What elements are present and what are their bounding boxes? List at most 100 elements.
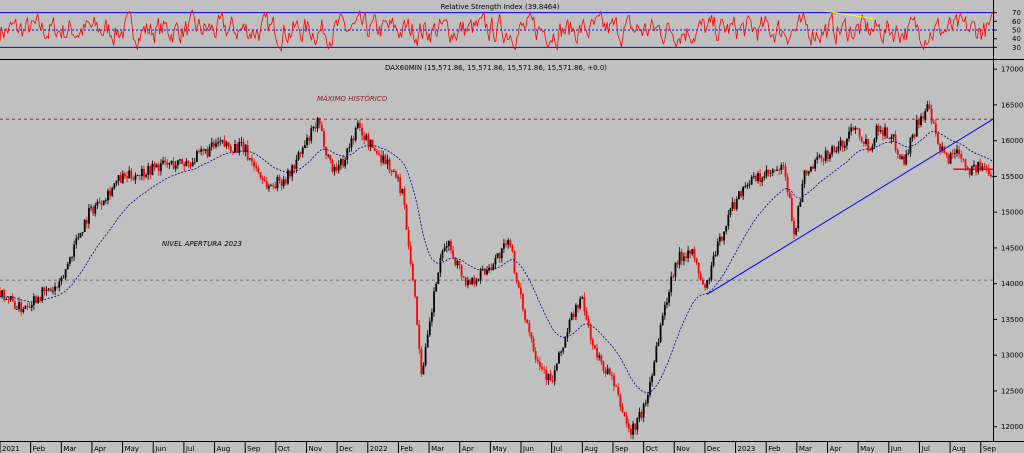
- candle-body: [928, 104, 931, 109]
- price-candle: [153, 161, 156, 171]
- candle-body: [115, 180, 118, 184]
- price-candle: [331, 158, 334, 174]
- candle-body: [702, 280, 704, 285]
- price-candle: [953, 148, 956, 159]
- price-candle: [687, 245, 690, 263]
- price-y-tick-label: 12500: [1001, 387, 1023, 395]
- price-candle: [329, 154, 332, 163]
- price-candle: [303, 140, 306, 149]
- candle-body: [799, 202, 802, 207]
- price-candle: [663, 301, 666, 320]
- price-candle: [613, 372, 615, 391]
- price-candle: [797, 205, 800, 232]
- candle-body: [920, 116, 922, 125]
- price-candle: [208, 144, 211, 157]
- candle-body: [833, 146, 836, 152]
- candle-body: [382, 155, 385, 163]
- price-candle: [79, 232, 82, 238]
- price-candle: [409, 241, 412, 267]
- candle-body: [356, 122, 359, 128]
- x-tick-label: Mar: [799, 445, 812, 453]
- candle-body: [932, 121, 935, 124]
- candle-body: [37, 297, 40, 303]
- price-candle: [58, 278, 61, 292]
- price-candle: [553, 365, 556, 386]
- price-candle: [215, 139, 217, 149]
- candle-body: [846, 138, 848, 146]
- price-candle: [591, 337, 594, 351]
- price-candle: [674, 262, 677, 282]
- price-candle: [130, 167, 133, 182]
- price-candle: [320, 121, 323, 132]
- candle-body: [674, 262, 677, 277]
- candle-body: [926, 104, 929, 112]
- price-candle: [420, 346, 423, 377]
- price-candle: [598, 352, 601, 361]
- price-candle: [882, 127, 884, 141]
- price-y-tick-label: 12000: [1001, 423, 1023, 431]
- candle-body: [704, 284, 706, 288]
- price-candle: [511, 243, 514, 253]
- candle-body: [638, 411, 641, 419]
- price-candle: [848, 126, 850, 142]
- rsi-y-tick-label: 40: [1012, 35, 1021, 43]
- candle-body: [79, 233, 82, 238]
- price-candle: [282, 175, 285, 189]
- price-candle: [528, 320, 531, 337]
- price-candle: [975, 164, 977, 176]
- price-candle: [299, 151, 302, 158]
- price-candle: [649, 377, 651, 398]
- candle-body: [71, 256, 73, 258]
- candle-body: [589, 326, 592, 340]
- price-candle: [168, 162, 171, 169]
- price-candle: [361, 123, 363, 141]
- price-candle: [896, 148, 899, 159]
- candle-body: [835, 151, 838, 152]
- candle-body: [583, 297, 586, 312]
- candle-body: [73, 244, 76, 257]
- candle-body: [162, 160, 164, 164]
- candle-body: [543, 368, 546, 370]
- price-candle: [276, 174, 279, 192]
- candle-body: [1, 290, 4, 297]
- candle-body: [733, 202, 736, 209]
- candle-body: [975, 164, 977, 173]
- price-candle: [970, 165, 973, 176]
- candle-body: [670, 276, 673, 293]
- price-candle: [909, 137, 912, 158]
- candle-body: [113, 183, 116, 189]
- candle-body: [231, 151, 234, 153]
- candle-body: [951, 153, 954, 154]
- candle-body: [395, 171, 397, 178]
- price-y-tick-label: 14500: [1001, 244, 1023, 252]
- candle-body: [185, 161, 188, 167]
- price-y-tick-label: 15500: [1001, 173, 1023, 181]
- candle-body: [215, 143, 217, 147]
- candle-body: [126, 176, 128, 179]
- candle-body: [818, 155, 821, 157]
- price-candle: [551, 375, 554, 383]
- candle-body: [761, 177, 764, 182]
- candle-body: [721, 236, 723, 241]
- price-candle: [623, 411, 626, 417]
- price-candle: [879, 125, 882, 134]
- price-candle: [280, 178, 283, 191]
- candle-body: [782, 164, 785, 167]
- candle-body: [801, 183, 804, 203]
- candle-body: [718, 236, 721, 242]
- candle-body: [613, 375, 615, 387]
- candle-body: [837, 146, 840, 152]
- candle-body: [852, 127, 855, 130]
- price-candle: [39, 296, 42, 303]
- x-tick-label: Aug: [217, 445, 231, 453]
- candle-body: [176, 160, 179, 166]
- price-candle: [771, 168, 774, 177]
- candle-body: [352, 138, 355, 141]
- price-candle: [526, 318, 529, 325]
- price-candle: [259, 172, 262, 180]
- price-candle: [388, 157, 391, 174]
- price-candle: [670, 271, 673, 297]
- x-tick-label: Nov: [308, 445, 322, 453]
- candle-body: [170, 161, 173, 164]
